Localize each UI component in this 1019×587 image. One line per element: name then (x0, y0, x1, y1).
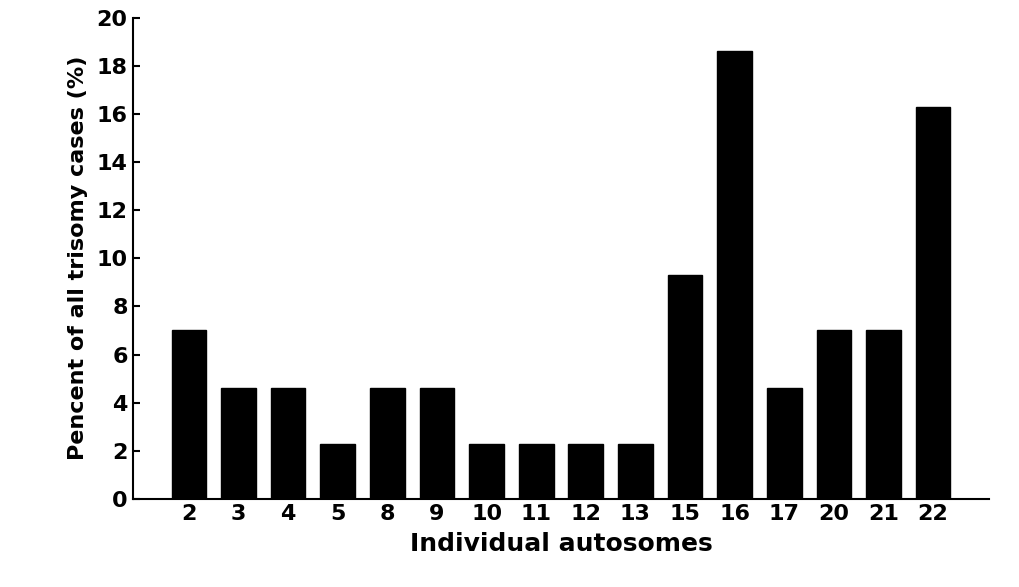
Bar (270, 388, 306, 499)
Bar (568, 444, 602, 499)
Bar (469, 444, 503, 499)
Bar (766, 388, 801, 499)
Bar (915, 107, 950, 499)
Bar (370, 388, 405, 499)
Bar (865, 330, 900, 499)
Bar (667, 275, 702, 499)
Bar (519, 444, 553, 499)
Y-axis label: Pencent of all trisomy cases (%): Pencent of all trisomy cases (%) (68, 56, 89, 460)
Bar (419, 388, 453, 499)
X-axis label: Individual autosomes: Individual autosomes (410, 532, 711, 556)
Bar (716, 51, 751, 499)
Bar (320, 444, 355, 499)
Bar (171, 330, 206, 499)
Bar (618, 444, 652, 499)
Bar (221, 388, 256, 499)
Bar (815, 330, 851, 499)
